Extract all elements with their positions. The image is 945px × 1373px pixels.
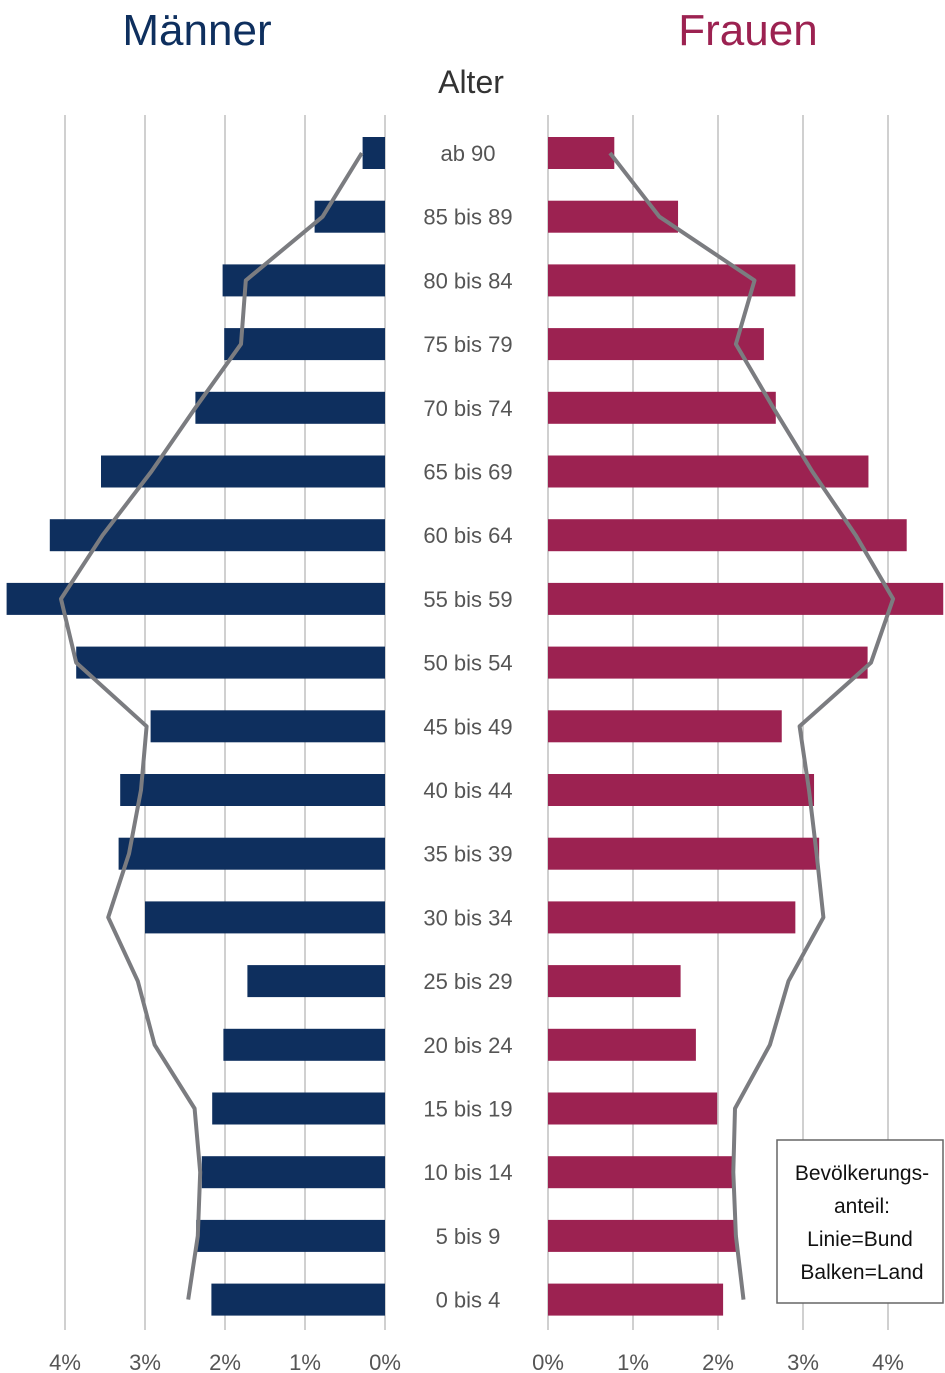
x-tick-label-men: 4% [49,1350,81,1373]
bar-men [211,1283,385,1316]
bar-men [362,137,385,169]
bar-women [548,264,796,297]
axis-ticks: 4% 3% 2% 1% 0% 0% 1% 2% 3% 4% [49,1350,904,1373]
bar-men [223,1028,385,1061]
age-group-label: 15 bis 19 [423,1097,512,1122]
bar-men [196,1219,385,1252]
legend-box: Bevölkerungs- anteil: Linie=Bund Balken=… [776,1139,944,1304]
bar-women [548,519,907,552]
bar-women [548,455,869,488]
bund-line-men [59,151,364,1300]
legend-frame [776,1139,944,1304]
age-group-label: 5 bis 9 [436,1224,501,1249]
bar-women [548,646,868,679]
legend-line-4: Balken=Land [800,1261,923,1284]
bar-women [548,965,681,998]
bar-women [548,901,796,934]
bar-men [212,1092,385,1125]
x-tick-label-women: 1% [617,1350,649,1373]
bar-men [222,264,385,297]
bund-line-women [608,151,896,1300]
bar-men [145,901,385,934]
age-group-label: 55 bis 59 [423,587,512,612]
x-tick-label-women: 3% [787,1350,819,1373]
age-group-label: 70 bis 74 [423,396,512,421]
age-group-label: 45 bis 49 [423,714,512,739]
age-group-label: 35 bis 39 [423,842,512,867]
age-labels: ab 90 85 bis 89 80 bis 84 75 bis 79 70 bis 7… [423,141,512,1313]
bar-women [548,837,820,870]
x-tick-label-men: 3% [129,1350,161,1373]
x-tick-label-women: 2% [702,1350,734,1373]
bar-men [120,774,385,806]
legend-line-2: anteil: [834,1195,890,1218]
bar-women [548,200,679,233]
bar-men [195,391,385,424]
age-axis-title: Alter [438,64,504,100]
bar-women [548,391,776,424]
age-group-label: 80 bis 84 [423,268,512,293]
age-group-label: 65 bis 69 [423,460,512,485]
bar-men [101,455,385,488]
x-tick-label-women: 4% [872,1350,904,1373]
age-group-label: 0 bis 4 [436,1288,501,1313]
age-group-label: 85 bis 89 [423,205,512,230]
bar-women [548,1092,718,1125]
bar-women [548,774,815,806]
bar-men [150,710,385,743]
bar-men [201,1156,385,1189]
bars [6,137,944,1316]
bar-women [548,1219,737,1252]
bar-women [548,1156,733,1189]
x-tick-label-men: 1% [289,1350,321,1373]
bar-women [548,582,944,615]
bar-women [548,328,764,361]
legend-line-3: Linie=Bund [807,1228,913,1251]
bar-men [76,646,385,679]
legend-line-1: Bevölkerungs- [795,1162,929,1185]
bar-men [118,837,385,870]
age-group-label: ab 90 [440,141,495,166]
age-group-label: 30 bis 34 [423,905,512,930]
bar-men [314,200,385,233]
age-group-label: 75 bis 79 [423,332,512,357]
bar-men [224,328,385,361]
x-tick-label-men: 2% [209,1350,241,1373]
age-group-label: 50 bis 54 [423,651,512,676]
age-group-label: 60 bis 64 [423,523,512,548]
women-title: Frauen [678,6,817,55]
x-tick-label-women: 0% [532,1350,564,1373]
age-group-label: 10 bis 14 [423,1160,512,1185]
x-tick-label-men: 0% [369,1350,401,1373]
men-title: Männer [122,6,271,55]
bar-women [548,710,782,743]
bund-lines [59,151,896,1300]
age-group-label: 40 bis 44 [423,778,512,803]
bar-women [548,137,615,169]
bar-women [548,1028,696,1061]
bar-men [49,519,386,552]
age-group-label: 25 bis 29 [423,969,512,994]
bar-women [548,1283,724,1316]
bar-men [247,965,385,998]
age-group-label: 20 bis 24 [423,1033,512,1058]
